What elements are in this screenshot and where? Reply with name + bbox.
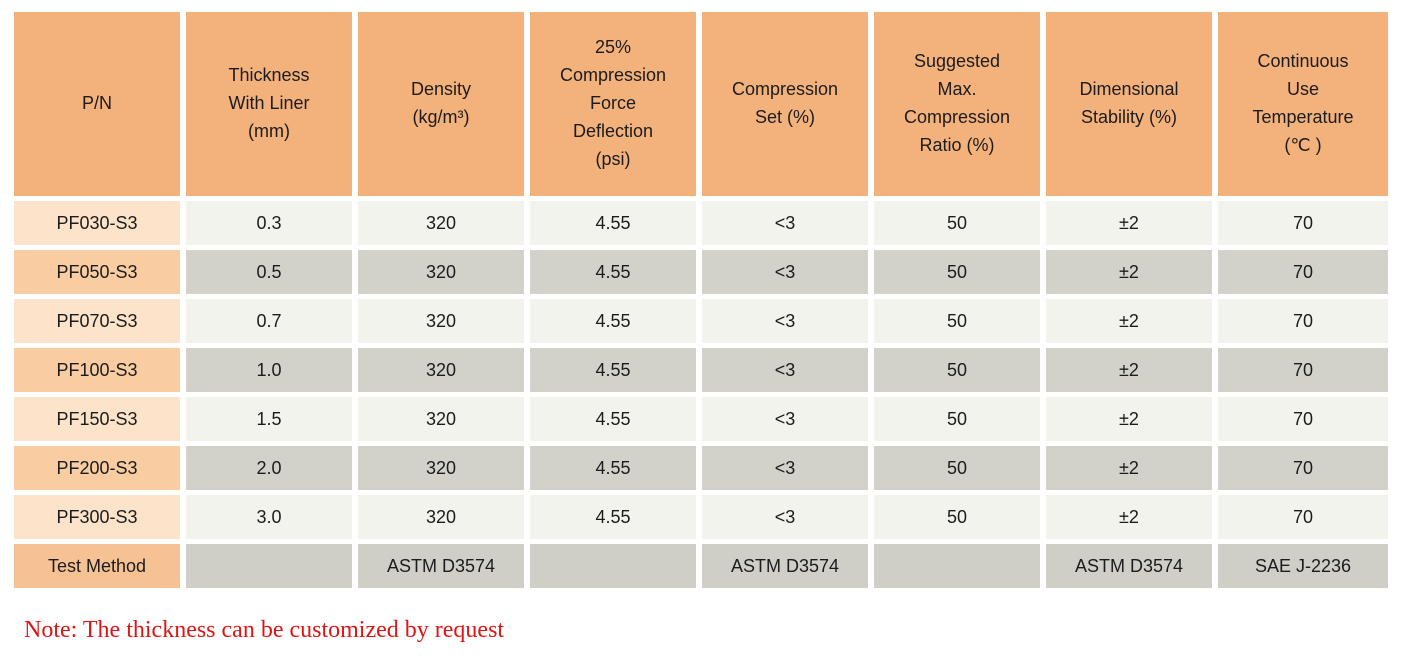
density-cell: 320: [358, 397, 524, 441]
thickness-cell: 2.0: [186, 446, 352, 490]
col-header-compression-set: Compression Set (%): [702, 12, 868, 196]
density-cell: 320: [358, 201, 524, 245]
max-compression-ratio-cell: 50: [874, 299, 1040, 343]
dimensional-stability-cell: ±2: [1046, 495, 1212, 539]
thickness-cell: 1.0: [186, 348, 352, 392]
pn-cell: PF100-S3: [14, 348, 180, 392]
col-header-thickness: Thickness With Liner (mm): [186, 12, 352, 196]
thickness-test-method-cell: [186, 544, 352, 588]
pn-cell: PF030-S3: [14, 201, 180, 245]
temperature-cell: 70: [1218, 397, 1388, 441]
dimensional-stability-cell: ±2: [1046, 397, 1212, 441]
cfd-cell: 4.55: [530, 446, 696, 490]
table-row: PF070-S3 0.7 320 4.55 <3 50 ±2 70: [14, 299, 1388, 343]
temperature-cell: 70: [1218, 348, 1388, 392]
col-header-max-compression-ratio: Suggested Max. Compression Ratio (%): [874, 12, 1040, 196]
density-cell: 320: [358, 299, 524, 343]
pn-cell: PF200-S3: [14, 446, 180, 490]
compression-set-cell: <3: [702, 250, 868, 294]
density-cell: 320: [358, 250, 524, 294]
table-row: PF200-S3 2.0 320 4.55 <3 50 ±2 70: [14, 446, 1388, 490]
table-row: PF300-S3 3.0 320 4.55 <3 50 ±2 70: [14, 495, 1388, 539]
max-compression-ratio-test-method-cell: [874, 544, 1040, 588]
dimensional-stability-cell: ±2: [1046, 348, 1212, 392]
temperature-cell: 70: [1218, 299, 1388, 343]
density-cell: 320: [358, 446, 524, 490]
note-text: Note: The thickness can be customized by…: [24, 617, 505, 643]
temperature-cell: 70: [1218, 446, 1388, 490]
pn-cell: PF050-S3: [14, 250, 180, 294]
cfd-cell: 4.55: [530, 495, 696, 539]
cfd-cell: 4.55: [530, 201, 696, 245]
cfd-cell: 4.55: [530, 299, 696, 343]
dimensional-stability-cell: ±2: [1046, 201, 1212, 245]
col-header-pn: P/N: [14, 12, 180, 196]
pn-cell: PF070-S3: [14, 299, 180, 343]
thickness-cell: 3.0: [186, 495, 352, 539]
dimensional-stability-cell: ±2: [1046, 299, 1212, 343]
compression-set-cell: <3: [702, 348, 868, 392]
temperature-cell: 70: [1218, 495, 1388, 539]
dimensional-stability-test-method-cell: ASTM D3574: [1046, 544, 1212, 588]
test-method-row: Test Method ASTM D3574 ASTM D3574 ASTM D…: [14, 544, 1388, 588]
pn-cell: PF300-S3: [14, 495, 180, 539]
max-compression-ratio-cell: 50: [874, 250, 1040, 294]
temperature-cell: 70: [1218, 250, 1388, 294]
compression-set-cell: <3: [702, 397, 868, 441]
thickness-cell: 0.3: [186, 201, 352, 245]
compression-set-test-method-cell: ASTM D3574: [702, 544, 868, 588]
test-method-label-cell: Test Method: [14, 544, 180, 588]
col-header-dimensional-stability: Dimensional Stability (%): [1046, 12, 1212, 196]
max-compression-ratio-cell: 50: [874, 348, 1040, 392]
col-header-compression-force-deflection: 25% Compression Force Deflection (psi): [530, 12, 696, 196]
max-compression-ratio-cell: 50: [874, 397, 1040, 441]
table-row: PF150-S3 1.5 320 4.55 <3 50 ±2 70: [14, 397, 1388, 441]
compression-set-cell: <3: [702, 201, 868, 245]
density-cell: 320: [358, 348, 524, 392]
table-row: PF050-S3 0.5 320 4.55 <3 50 ±2 70: [14, 250, 1388, 294]
thickness-cell: 0.7: [186, 299, 352, 343]
table-row: PF100-S3 1.0 320 4.55 <3 50 ±2 70: [14, 348, 1388, 392]
density-test-method-cell: ASTM D3574: [358, 544, 524, 588]
col-header-density: Density (kg/m³): [358, 12, 524, 196]
thickness-cell: 1.5: [186, 397, 352, 441]
max-compression-ratio-cell: 50: [874, 446, 1040, 490]
cfd-cell: 4.55: [530, 397, 696, 441]
header-row: P/N Thickness With Liner (mm) Density (k…: [14, 12, 1388, 196]
cfd-test-method-cell: [530, 544, 696, 588]
max-compression-ratio-cell: 50: [874, 201, 1040, 245]
cfd-cell: 4.55: [530, 348, 696, 392]
compression-set-cell: <3: [702, 446, 868, 490]
max-compression-ratio-cell: 50: [874, 495, 1040, 539]
table-row: PF030-S3 0.3 320 4.55 <3 50 ±2 70: [14, 201, 1388, 245]
temperature-cell: 70: [1218, 201, 1388, 245]
compression-set-cell: <3: [702, 299, 868, 343]
density-cell: 320: [358, 495, 524, 539]
cfd-cell: 4.55: [530, 250, 696, 294]
temperature-test-method-cell: SAE J-2236: [1218, 544, 1388, 588]
dimensional-stability-cell: ±2: [1046, 446, 1212, 490]
compression-set-cell: <3: [702, 495, 868, 539]
col-header-continuous-use-temperature: Continuous Use Temperature (℃ ): [1218, 12, 1388, 196]
pn-cell: PF150-S3: [14, 397, 180, 441]
thickness-cell: 0.5: [186, 250, 352, 294]
spec-table: P/N Thickness With Liner (mm) Density (k…: [8, 7, 1394, 593]
dimensional-stability-cell: ±2: [1046, 250, 1212, 294]
